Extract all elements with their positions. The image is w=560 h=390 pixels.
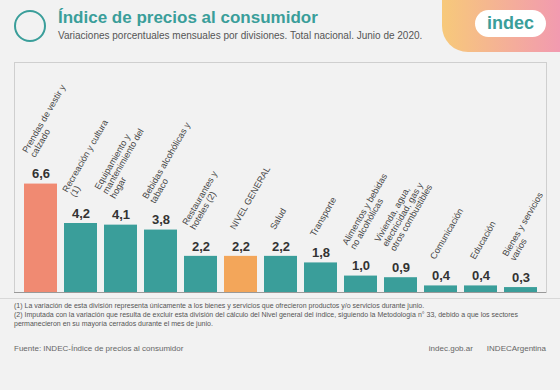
svg-text:1,0: 1,0 <box>352 258 370 273</box>
svg-text:0,3: 0,3 <box>512 270 530 285</box>
svg-text:Vivienda, agua,electricidad, g: Vivienda, agua,electricidad, gas yotros … <box>372 173 434 252</box>
svg-text:Educación: Educación <box>468 220 498 261</box>
svg-text:1,8: 1,8 <box>312 245 330 260</box>
svg-text:Restaurantes yhoteles (2): Restaurantes yhoteles (2) <box>180 169 227 231</box>
svg-text:4,1: 4,1 <box>112 207 130 222</box>
svg-text:0,9: 0,9 <box>392 260 410 275</box>
svg-text:Salud: Salud <box>268 206 288 231</box>
svg-text:2,2: 2,2 <box>232 239 250 254</box>
svg-text:0,4: 0,4 <box>472 268 491 283</box>
svg-text:Prendas de vestir ycalzado: Prendas de vestir ycalzado <box>20 82 75 159</box>
svg-text:6,6: 6,6 <box>32 166 50 181</box>
svg-text:Transporte: Transporte <box>308 196 338 238</box>
svg-text:2,2: 2,2 <box>272 239 290 254</box>
svg-text:0,4: 0,4 <box>432 268 451 283</box>
svg-text:NIVEL GENERAL: NIVEL GENERAL <box>228 165 272 232</box>
svg-text:3,8: 3,8 <box>152 212 170 227</box>
svg-text:Bienes y serviciosvarios: Bienes y serviciosvarios <box>500 190 553 262</box>
svg-text:Bebidas alcohólicas ytabaco: Bebidas alcohólicas ytabaco <box>140 120 200 205</box>
svg-text:4,2: 4,2 <box>72 206 90 221</box>
svg-text:2,2: 2,2 <box>192 239 210 254</box>
svg-text:Comunicación: Comunicación <box>428 207 465 261</box>
